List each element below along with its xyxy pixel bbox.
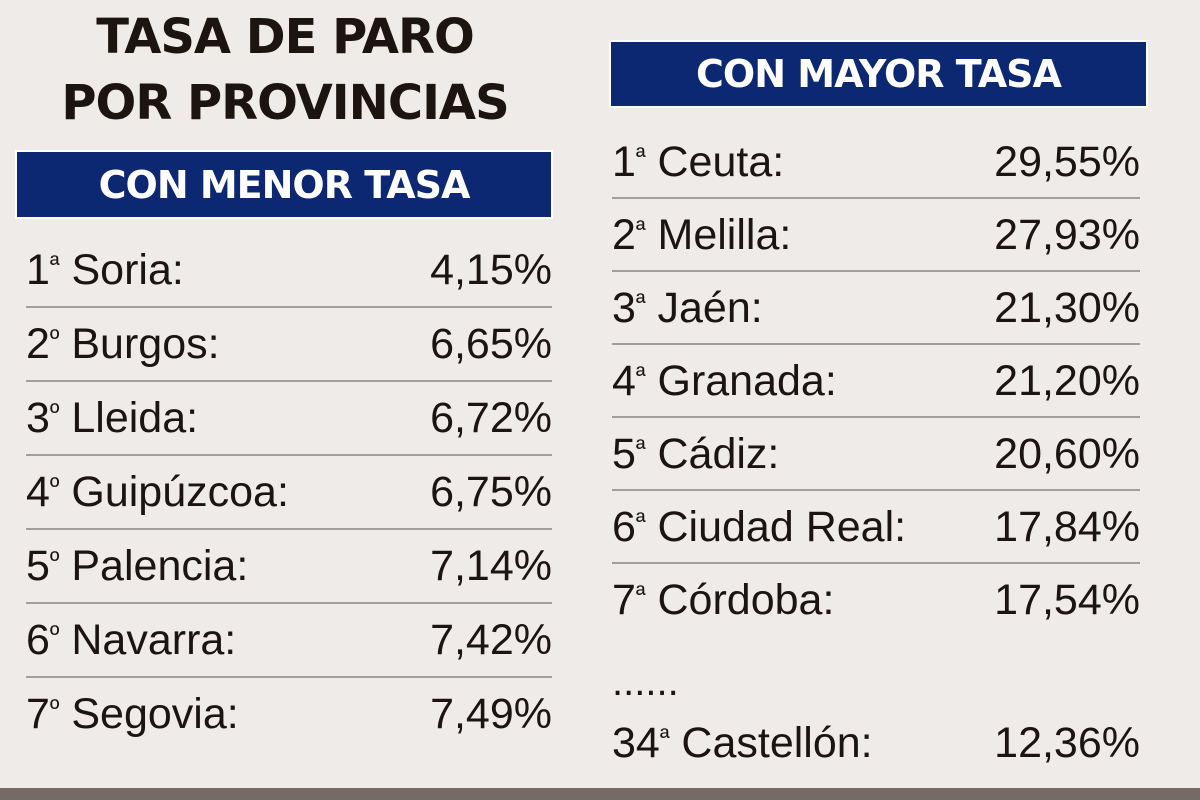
ellipsis-separator: ...... <box>612 635 1140 707</box>
rate-value: 21,20% <box>994 356 1140 405</box>
lowest-rate-header: CON MENOR TASA <box>17 152 551 217</box>
rate-value: 7,14% <box>430 542 552 590</box>
list-item: 1ª Soria: 4,15% <box>26 234 552 308</box>
list-item: 4ª Granada: 21,20% <box>612 345 1140 418</box>
rate-value: 17,84% <box>994 502 1140 551</box>
rank-province: 5º Palencia: <box>26 542 249 590</box>
rank-province: 7º Segovia: <box>26 690 239 738</box>
rank-province: 4º Guipúzcoa: <box>26 468 289 516</box>
rate-value: 12,36% <box>994 718 1140 767</box>
rate-value: 6,75% <box>430 468 552 516</box>
rate-value: 6,72% <box>430 394 552 442</box>
rank-province: 1ª Ceuta: <box>612 137 785 186</box>
rank-province: 3ª Jaén: <box>612 283 763 332</box>
highest-rate-header: CON MAYOR TASA <box>611 42 1146 106</box>
rank-province: 6ª Ciudad Real: <box>612 502 907 551</box>
lowest-rate-list: 1ª Soria: 4,15% 2º Burgos: 6,65% 3º Llei… <box>26 234 552 750</box>
rank-province: 2º Burgos: <box>26 320 220 368</box>
list-item: 7º Segovia: 7,49% <box>26 678 552 750</box>
infographic-title-line-1: TASA DE PARO <box>96 9 475 65</box>
rate-value: 20,60% <box>994 429 1140 478</box>
rank-province: 6º Navarra: <box>26 616 237 664</box>
rank-province: 5ª Cádiz: <box>612 429 780 478</box>
rate-value: 7,49% <box>430 690 552 738</box>
list-item: 7ª Córdoba: 17,54% <box>612 564 1140 635</box>
rank-province: 34ª Castellón: <box>612 718 873 767</box>
list-item: 34ª Castellón: 12,36% <box>612 707 1140 778</box>
list-item: 4º Guipúzcoa: 6,75% <box>26 456 552 530</box>
list-item: 6º Navarra: 7,42% <box>26 604 552 678</box>
bottom-border-bar <box>0 788 1200 800</box>
rate-value: 6,65% <box>430 320 552 368</box>
rank-province: 2ª Melilla: <box>612 210 792 259</box>
list-item: 5º Palencia: 7,14% <box>26 530 552 604</box>
rate-value: 21,30% <box>994 283 1140 332</box>
list-item: 5ª Cádiz: 20,60% <box>612 418 1140 491</box>
list-item: 3ª Jaén: 21,30% <box>612 272 1140 345</box>
list-item: 3º Lleida: 6,72% <box>26 382 552 456</box>
rate-value: 29,55% <box>994 137 1140 186</box>
rank-province: 4ª Granada: <box>612 356 837 405</box>
list-item: 6ª Ciudad Real: 17,84% <box>612 491 1140 564</box>
rank-province: 7ª Córdoba: <box>612 575 835 624</box>
ellipsis-text: ...... <box>612 660 679 704</box>
highest-rate-list: 1ª Ceuta: 29,55% 2ª Melilla: 27,93% 3ª J… <box>612 126 1140 778</box>
list-item: 2º Burgos: 6,65% <box>26 308 552 382</box>
rank-province: 1ª Soria: <box>26 246 184 294</box>
rate-value: 4,15% <box>430 246 552 294</box>
rate-value: 27,93% <box>994 210 1140 259</box>
rate-value: 7,42% <box>430 616 552 664</box>
rate-value: 17,54% <box>994 575 1140 624</box>
rank-province: 3º Lleida: <box>26 394 199 442</box>
list-item: 2ª Melilla: 27,93% <box>612 199 1140 272</box>
list-item: 1ª Ceuta: 29,55% <box>612 126 1140 199</box>
infographic-title-line-2: POR PROVINCIAS <box>61 75 509 131</box>
